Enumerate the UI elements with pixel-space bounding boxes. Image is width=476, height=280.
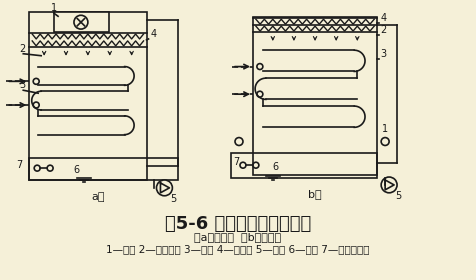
Text: b）: b） <box>308 189 321 199</box>
Text: 2: 2 <box>380 25 387 35</box>
Circle shape <box>47 165 53 171</box>
Circle shape <box>381 137 389 146</box>
Circle shape <box>257 64 263 69</box>
Text: 图5-6 蒸发式冷凝器示意图: 图5-6 蒸发式冷凝器示意图 <box>165 214 311 232</box>
Text: （a）吸入式  （b）压送式: （a）吸入式 （b）压送式 <box>194 232 282 242</box>
Bar <box>29 12 147 180</box>
Text: 3: 3 <box>20 80 25 90</box>
Text: 6: 6 <box>273 162 279 172</box>
Circle shape <box>381 177 397 193</box>
Text: 7: 7 <box>233 157 239 167</box>
Text: 4: 4 <box>380 13 387 23</box>
Text: 4: 4 <box>150 29 157 39</box>
Text: 1—风机 2—淋水装置 3—盘管 4—挡水板 5—水泵 6—水盘 7—浮球阀补水: 1—风机 2—淋水装置 3—盘管 4—挡水板 5—水泵 6—水盘 7—浮球阀补水 <box>106 244 370 254</box>
Text: 1: 1 <box>51 3 57 13</box>
Circle shape <box>240 162 246 168</box>
Circle shape <box>253 162 259 168</box>
Bar <box>253 17 377 175</box>
Circle shape <box>257 91 263 97</box>
Text: 6: 6 <box>73 165 79 175</box>
Circle shape <box>235 137 243 146</box>
Text: 5: 5 <box>395 191 401 201</box>
Bar <box>54 12 109 32</box>
Circle shape <box>34 165 40 171</box>
Circle shape <box>157 180 172 196</box>
Circle shape <box>74 15 88 29</box>
Text: 1: 1 <box>382 124 388 134</box>
Text: 7: 7 <box>16 160 22 170</box>
Text: a）: a） <box>91 192 105 202</box>
Bar <box>29 158 178 180</box>
Text: 2: 2 <box>20 44 26 54</box>
Circle shape <box>33 102 39 108</box>
Circle shape <box>33 78 39 84</box>
Text: 5: 5 <box>170 194 177 204</box>
Text: 3: 3 <box>380 49 387 59</box>
Bar <box>231 153 377 178</box>
